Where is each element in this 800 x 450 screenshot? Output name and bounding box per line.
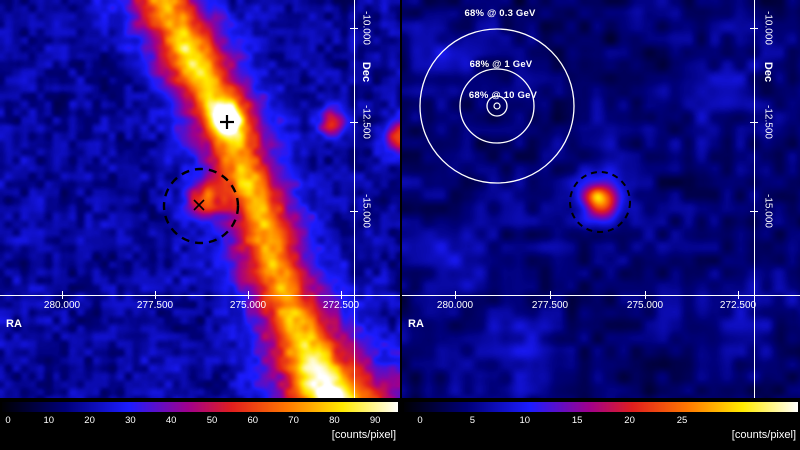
colorbar-tick-label: 90 <box>369 415 381 426</box>
dec-axis-label: Dec <box>360 61 372 83</box>
extraction-region-dashed-circle <box>569 171 631 233</box>
colorbar-tick-label: 10 <box>519 415 531 426</box>
dec-tick-label: -12.500 <box>360 105 372 139</box>
colorbar-tick-label: 40 <box>165 415 177 426</box>
right-colorbar-units-label: [counts/pixel] <box>731 429 796 441</box>
colorbar-tick-label: 60 <box>247 415 259 426</box>
psf-containment-circle-0 <box>419 28 575 184</box>
left-sky-heatmap-canvas <box>0 0 400 398</box>
colorbar-tick-label: 20 <box>84 415 95 426</box>
ra-tick-label: 277.500 <box>136 300 174 311</box>
psf-68pct-0.3gev-label: 68% @ 0.3 GeV <box>464 8 536 19</box>
colorbar-tick-label: 20 <box>624 415 635 426</box>
colorbar-tick-label: 15 <box>571 415 583 426</box>
colorbar-tick-label: 70 <box>288 415 299 426</box>
ra-tick-label: 277.500 <box>531 300 569 311</box>
ra-tick-label: 275.000 <box>229 300 267 311</box>
psf-containment-circle-2 <box>486 95 508 117</box>
ra-axis-label: RA <box>6 318 22 330</box>
psf-center-marker-icon <box>493 102 501 110</box>
dec-tick-label: -12.500 <box>762 105 774 139</box>
psf-68pct-10gev-label: 68% @ 10 GeV <box>468 90 538 101</box>
psf-68pct-1gev-label: 68% @ 1 GeV <box>469 59 533 70</box>
dec-axis-label: Dec <box>762 61 774 83</box>
target-cross-marker-icon <box>193 199 205 211</box>
ra-tick-label: 272.500 <box>719 300 757 311</box>
dec-tick-label: -15.000 <box>762 194 774 228</box>
right-map-axes-overlay <box>402 0 800 398</box>
left-map-axes-overlay <box>0 0 400 398</box>
colorbar-tick-label: 5 <box>469 415 476 426</box>
right-colorbar-gradient <box>404 402 798 412</box>
dec-tick-label: -10.000 <box>360 11 372 45</box>
colorbar-tick-label: 25 <box>676 415 688 426</box>
ra-tick-label: 272.500 <box>322 300 360 311</box>
dec-tick-label: -10.000 <box>762 11 774 45</box>
ra-tick-label: 280.000 <box>436 300 474 311</box>
colorbar-tick-label: 0 <box>5 415 11 426</box>
dec-tick-label: -15.000 <box>360 194 372 228</box>
left-colorbar-units-label: [counts/pixel] <box>331 429 396 441</box>
colorbar-tick-label: 50 <box>206 415 218 426</box>
colorbar-tick-label: 10 <box>43 415 55 426</box>
ra-axis-label: RA <box>408 318 424 330</box>
right-counts-map-panel: 68% @ 0.3 GeV 68% @ 1 GeV 68% @ 10 GeV R… <box>402 0 800 450</box>
ra-tick-label: 275.000 <box>626 300 664 311</box>
colorbar-tick-label: 80 <box>329 415 340 426</box>
left-colorbar-gradient <box>2 402 398 412</box>
colorbar-tick-label: 30 <box>125 415 136 426</box>
right-sky-heatmap-canvas <box>402 0 800 398</box>
colorbar-tick-label: 0 <box>417 415 423 426</box>
ra-tick-label: 280.000 <box>43 300 81 311</box>
left-counts-map-panel: RA Dec [counts/pixel] 280.000 277.500 275.… <box>0 0 400 441</box>
extraction-region-dashed-circle <box>162 167 240 245</box>
psf-containment-circle-1 <box>459 68 535 144</box>
